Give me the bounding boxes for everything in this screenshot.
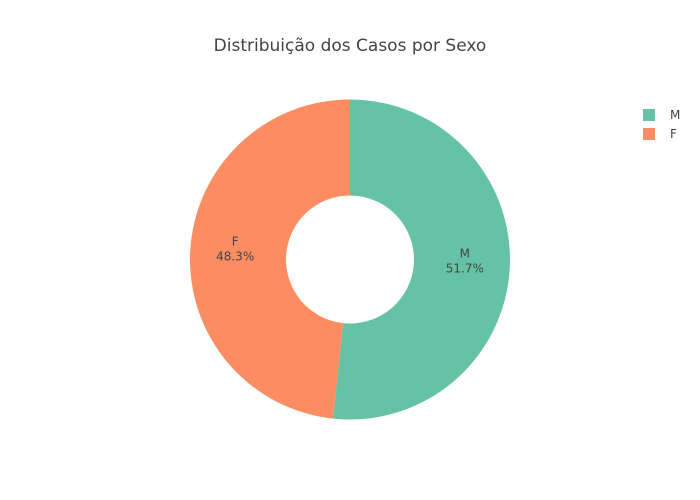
slice-label-f: F 48.3% — [216, 234, 254, 263]
legend-item-m[interactable]: M — [643, 108, 680, 122]
slice-label-category: F — [232, 234, 239, 248]
donut-slices — [189, 99, 510, 420]
slice-label-percent: 48.3% — [216, 249, 254, 263]
chart-legend[interactable]: MF — [643, 108, 680, 141]
slice-m[interactable] — [332, 99, 510, 420]
slice-f[interactable] — [189, 99, 350, 419]
legend-swatch — [643, 109, 655, 121]
slice-label-category: M — [460, 247, 470, 261]
donut-slice-labels: M 51.7% F 48.3% — [216, 234, 484, 275]
slice-label-m: M 51.7% — [446, 247, 484, 276]
legend-label: M — [670, 108, 680, 122]
legend-swatch — [643, 128, 655, 140]
slice-label-percent: 51.7% — [446, 262, 484, 276]
legend-label: F — [670, 127, 677, 141]
chart-title: Distribuição dos Casos por Sexo — [214, 36, 487, 56]
legend-item-f[interactable]: F — [643, 127, 677, 141]
